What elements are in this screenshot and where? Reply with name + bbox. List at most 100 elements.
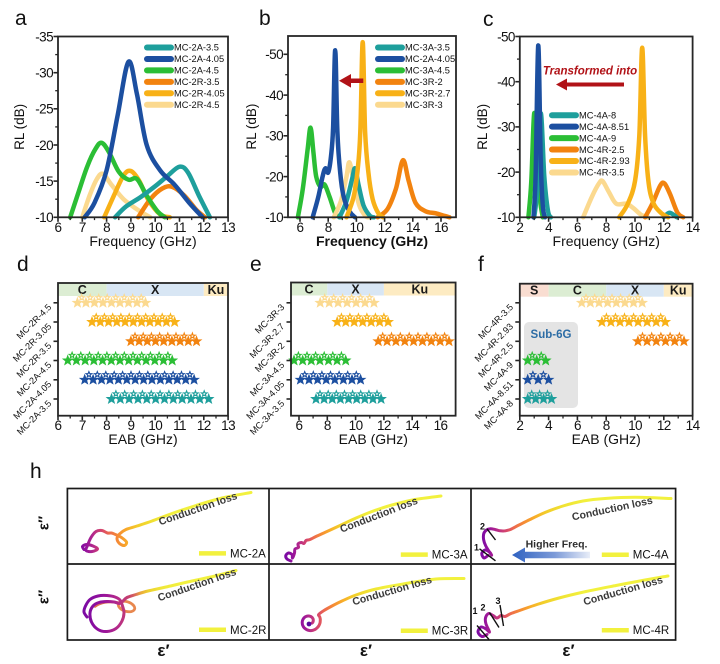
svg-text:1: 1	[472, 606, 477, 616]
svg-text:4: 4	[545, 220, 553, 235]
svg-text:Frequency (GHz): Frequency (GHz)	[553, 233, 660, 249]
svg-text:12: 12	[197, 418, 211, 433]
svg-text:MC-3R-2.7: MC-3R-2.7	[405, 89, 450, 99]
svg-text:EAB (GHz): EAB (GHz)	[108, 431, 177, 447]
svg-text:C: C	[78, 283, 87, 297]
svg-text:7: 7	[79, 418, 86, 433]
svg-text:f: f	[478, 253, 484, 276]
svg-text:Ku: Ku	[670, 284, 687, 298]
svg-text:MC-3R-2: MC-3R-2	[405, 77, 443, 87]
svg-text:-25: -25	[35, 102, 53, 117]
svg-text:10: 10	[349, 418, 363, 433]
svg-text:11: 11	[173, 418, 186, 433]
svg-text:6: 6	[574, 220, 581, 235]
svg-text:MC-2A-4.05: MC-2A-4.05	[174, 54, 224, 64]
svg-text:-30: -30	[35, 66, 53, 81]
svg-text:-20: -20	[497, 165, 515, 180]
svg-text:-50: -50	[265, 47, 283, 62]
svg-text:14: 14	[405, 418, 420, 433]
svg-text:MC-2R: MC-2R	[230, 625, 266, 637]
svg-text:b: b	[259, 7, 271, 30]
svg-text:10: 10	[148, 418, 162, 433]
svg-text:MC-4A: MC-4A	[633, 550, 669, 562]
svg-text:e: e	[250, 253, 262, 276]
svg-text:Ku: Ku	[208, 283, 225, 297]
svg-text:2: 2	[516, 418, 523, 433]
svg-text:16: 16	[434, 220, 448, 235]
svg-text:RL (dB): RL (dB)	[244, 104, 259, 150]
svg-text:10: 10	[628, 220, 642, 235]
svg-text:MC-2R-3.5: MC-2R-3.5	[174, 77, 219, 87]
svg-text:MC-3A-3.5: MC-3A-3.5	[405, 43, 450, 53]
svg-text:-30: -30	[497, 120, 515, 135]
svg-text:12: 12	[657, 418, 671, 433]
svg-text:EAB (GHz): EAB (GHz)	[339, 431, 408, 447]
svg-text:MC-4A-8.51: MC-4A-8.51	[579, 122, 629, 132]
svg-text:8: 8	[103, 220, 110, 235]
svg-text:12: 12	[378, 220, 392, 235]
svg-text:7: 7	[79, 220, 86, 235]
svg-text:14: 14	[406, 220, 421, 235]
svg-text:S: S	[530, 284, 538, 298]
svg-text:-50: -50	[497, 29, 515, 44]
svg-text:ε′: ε′	[562, 641, 574, 660]
svg-text:ε′: ε′	[157, 641, 169, 660]
svg-text:8: 8	[324, 418, 331, 433]
svg-text:6: 6	[296, 418, 303, 433]
svg-text:9: 9	[127, 220, 134, 235]
svg-text:MC-3A: MC-3A	[432, 550, 468, 562]
svg-text:ε″: ε″	[36, 516, 53, 530]
svg-text:Sub-6G: Sub-6G	[531, 329, 572, 341]
svg-text:MC-3R: MC-3R	[432, 626, 468, 638]
svg-text:X: X	[151, 283, 160, 297]
svg-text:2: 2	[516, 220, 523, 235]
svg-text:8: 8	[103, 418, 110, 433]
svg-text:2: 2	[480, 603, 485, 613]
svg-text:a: a	[15, 7, 27, 30]
svg-text:MC-3A-4.5: MC-3A-4.5	[405, 66, 450, 76]
svg-text:6: 6	[55, 418, 62, 433]
svg-text:16: 16	[434, 418, 448, 433]
svg-text:Higher Freq.: Higher Freq.	[526, 539, 588, 551]
svg-text:10: 10	[628, 418, 642, 433]
svg-text:Frequency (GHz): Frequency (GHz)	[89, 233, 196, 249]
svg-text:-20: -20	[35, 138, 53, 153]
svg-text:ε″: ε″	[36, 590, 53, 604]
svg-text:c: c	[483, 8, 494, 31]
svg-text:MC-2R-4.5: MC-2R-4.5	[174, 100, 219, 110]
svg-text:h: h	[30, 460, 42, 483]
svg-text:-20: -20	[265, 169, 283, 184]
svg-text:MC-2A-3.5: MC-2A-3.5	[174, 43, 219, 53]
svg-text:RL (dB): RL (dB)	[475, 104, 490, 150]
svg-text:13: 13	[221, 220, 235, 235]
svg-text:2: 2	[480, 522, 485, 532]
svg-text:13: 13	[221, 418, 235, 433]
svg-text:MC-2A-4.05: MC-2A-4.05	[405, 54, 455, 64]
svg-text:1: 1	[474, 543, 479, 553]
svg-text:-10: -10	[265, 210, 283, 225]
svg-text:14: 14	[686, 220, 701, 235]
svg-text:10: 10	[349, 220, 363, 235]
svg-text:12: 12	[197, 220, 211, 235]
svg-text:MC-3R-3: MC-3R-3	[405, 100, 443, 110]
svg-text:d: d	[17, 253, 29, 276]
svg-text:-30: -30	[265, 129, 283, 144]
svg-text:ε′: ε′	[360, 641, 372, 660]
svg-text:Transformed into: Transformed into	[543, 66, 637, 78]
svg-text:EAB (GHz): EAB (GHz)	[572, 431, 641, 447]
svg-text:-10: -10	[497, 210, 515, 225]
svg-text:MC-4R-2.5: MC-4R-2.5	[579, 145, 624, 155]
svg-text:MC-2A-4.5: MC-2A-4.5	[174, 66, 219, 76]
svg-text:MC-4R: MC-4R	[633, 625, 669, 637]
svg-text:4: 4	[545, 418, 553, 433]
svg-text:MC-4A-9: MC-4A-9	[579, 133, 616, 143]
svg-text:8: 8	[325, 220, 332, 235]
svg-text:-10: -10	[35, 210, 53, 225]
svg-text:11: 11	[173, 220, 186, 235]
svg-text:9: 9	[127, 418, 134, 433]
svg-text:12: 12	[377, 418, 391, 433]
svg-text:8: 8	[603, 220, 610, 235]
svg-text:Ku: Ku	[411, 283, 428, 297]
svg-text:Frequency (GHz): Frequency (GHz)	[316, 233, 428, 249]
svg-text:14: 14	[686, 418, 701, 433]
